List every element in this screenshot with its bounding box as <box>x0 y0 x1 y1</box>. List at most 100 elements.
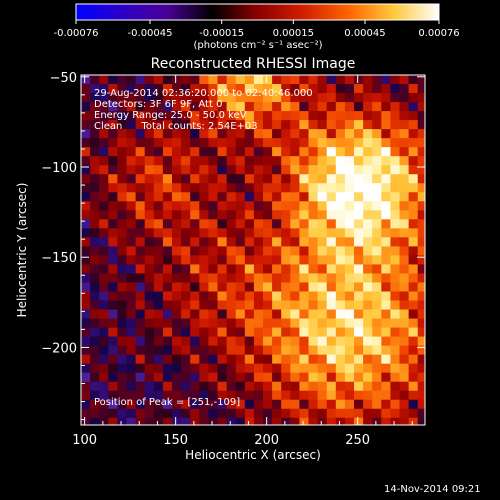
heatmap-cell <box>326 147 337 157</box>
heatmap-cell <box>372 336 382 347</box>
colorbar-gradient <box>75 3 440 21</box>
heatmap-cell <box>108 381 118 392</box>
heatmap-cell <box>244 210 255 220</box>
heatmap-cell <box>244 381 255 392</box>
heatmap-cell <box>290 318 300 329</box>
heatmap-cell <box>153 354 164 365</box>
heatmap-cell <box>117 282 128 292</box>
heatmap-cell <box>326 363 337 374</box>
heatmap-cell <box>144 147 155 157</box>
heatmap-cell <box>190 255 200 265</box>
heatmap-cell <box>363 147 373 157</box>
heatmap-cell <box>144 210 155 220</box>
heatmap-cell <box>226 381 237 392</box>
heatmap-cell <box>126 228 137 238</box>
heatmap-cell <box>108 174 118 184</box>
heatmap-cell <box>354 264 364 274</box>
heatmap-cell <box>372 264 382 274</box>
heatmap-cell <box>326 282 337 292</box>
heatmap-cell <box>226 129 237 139</box>
heatmap-cell <box>99 273 109 283</box>
heatmap-cell <box>117 363 128 374</box>
heatmap-cell <box>354 381 364 392</box>
heatmap-cell <box>217 102 228 112</box>
heatmap-cell <box>372 111 382 121</box>
heatmap-cell <box>153 210 164 220</box>
heatmap-cell <box>308 138 319 148</box>
heatmap-cell <box>226 183 237 193</box>
heatmap-cell <box>390 183 401 193</box>
heatmap-cell <box>299 210 310 220</box>
heatmap-cell <box>235 399 246 410</box>
heatmap-cell <box>153 237 164 247</box>
heatmap-cell <box>253 147 264 157</box>
heatmap-cell <box>190 138 200 148</box>
heatmap-cell <box>108 336 118 347</box>
heatmap-cell <box>208 219 219 229</box>
heatmap-cell <box>108 408 118 419</box>
heatmap-cell <box>153 174 164 184</box>
heatmap-cell <box>317 318 328 329</box>
heatmap-cell <box>290 246 300 256</box>
heatmap-cell <box>126 372 137 383</box>
heatmap-cell <box>144 345 155 356</box>
heatmap-cell <box>190 345 200 356</box>
heatmap-cell <box>390 354 401 365</box>
heatmap-cell <box>90 84 100 94</box>
heatmap-cell <box>81 282 91 292</box>
heatmap-cell <box>108 156 118 166</box>
heatmap-cell <box>381 309 391 320</box>
heatmap-cell <box>390 102 401 112</box>
heatmap-cell <box>99 120 109 130</box>
heatmap-cell <box>135 372 146 383</box>
heatmap-cell <box>244 165 255 175</box>
heatmap-cell <box>399 210 410 220</box>
heatmap-cell <box>253 273 264 283</box>
heatmap-cell <box>108 309 118 320</box>
heatmap-cell <box>126 192 137 202</box>
heatmap-cell <box>335 372 346 383</box>
heatmap-cell <box>390 363 401 374</box>
heatmap-cell <box>308 201 319 211</box>
heatmap-cell <box>235 201 246 211</box>
heatmap-cell <box>326 336 337 347</box>
heatmap-cell <box>390 408 401 419</box>
heatmap-cell <box>135 291 146 302</box>
heatmap-cell <box>126 174 137 184</box>
heatmap-cell <box>399 228 410 238</box>
heatmap-cell <box>135 345 146 356</box>
heatmap-cell <box>281 102 291 112</box>
heatmap-cell <box>354 174 364 184</box>
heatmap-cell <box>199 318 209 329</box>
heatmap-cell <box>135 228 146 238</box>
heatmap-cell <box>372 102 382 112</box>
heatmap-cell <box>235 120 246 130</box>
heatmap-cell <box>381 282 391 292</box>
heatmap-cell <box>181 354 191 365</box>
heatmap-cell <box>126 129 137 139</box>
heatmap-cell <box>290 228 300 238</box>
heatmap-cell <box>253 291 264 302</box>
heatmap-cell <box>335 237 346 247</box>
heatmap-cell <box>144 102 155 112</box>
heatmap-cell <box>226 246 237 256</box>
heatmap-cell <box>126 219 137 229</box>
heatmap-cell <box>99 363 109 374</box>
heatmap-cell <box>281 174 291 184</box>
heatmap-cell <box>381 336 391 347</box>
heatmap-cell <box>217 291 228 302</box>
heatmap-cell <box>81 372 91 383</box>
heatmap-cell <box>381 210 391 220</box>
heatmap-cell <box>153 120 164 130</box>
heatmap-cell <box>290 363 300 374</box>
heatmap-cell <box>117 183 128 193</box>
colorbar-tick-label: 0.00076 <box>418 28 459 39</box>
heatmap-cell <box>226 345 237 356</box>
heatmap-cell <box>99 327 109 338</box>
heatmap-cell <box>408 192 419 202</box>
heatmap-cell <box>117 174 128 184</box>
heatmap-cell <box>253 156 264 166</box>
heatmap-cell <box>217 255 228 265</box>
heatmap-cell <box>208 75 219 85</box>
heatmap-cell <box>190 84 200 94</box>
